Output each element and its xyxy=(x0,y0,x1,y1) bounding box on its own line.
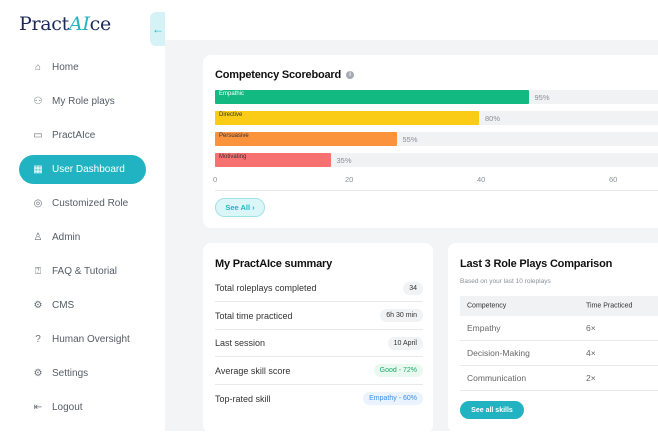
sidebar-item-label: CMS xyxy=(52,300,75,311)
bar-empathic: Empathic xyxy=(215,90,529,104)
time-practiced-cell: 2× xyxy=(586,373,596,383)
sidebar-item-label: Admin xyxy=(52,232,81,243)
sidebar-item-home[interactable]: ⌂ Home xyxy=(19,53,146,82)
main-content: Competency Scoreboard i Empathic 95% Direct… xyxy=(165,0,658,433)
bar-directive: Directive xyxy=(215,111,479,125)
summary-row: Last session 10 April xyxy=(215,330,423,357)
x-tick-label: 40 xyxy=(477,175,486,184)
summary-title: My PractAIce summary xyxy=(215,258,333,270)
sidebar-item-label: User Dashboard xyxy=(52,164,125,175)
column-header: Competency xyxy=(467,302,507,310)
sidebar-item-label: Settings xyxy=(52,368,89,379)
table-header: Competency Time Practiced xyxy=(460,296,658,316)
bar-track: Motivating 35% xyxy=(215,153,658,167)
summary-row: Total roleplays completed 34 xyxy=(215,275,423,302)
time-practiced-cell: 4× xyxy=(586,348,596,358)
grid-icon: ▦ xyxy=(33,164,43,175)
sidebar-item-label: PractAIce xyxy=(52,130,96,141)
summary-value-badge: 10 April xyxy=(387,336,423,350)
bar-label: Directive xyxy=(219,112,243,118)
summary-label: Last session xyxy=(215,338,266,348)
summary-value-badge: 34 xyxy=(403,281,423,295)
see-all-button[interactable]: See All › xyxy=(215,198,265,217)
sidebar-item-faq-tutorial[interactable]: ⍰ FAQ & Tutorial xyxy=(19,257,146,286)
summary-value-badge: Empathy - 60% xyxy=(363,392,423,405)
info-icon[interactable]: i xyxy=(346,71,355,80)
bar-persuasive: Persuasive xyxy=(215,132,397,146)
sidebar-item-practaice[interactable]: ▭ PractAIce xyxy=(19,121,146,150)
summary-row: Top-rated skill Empathy - 60% xyxy=(215,385,423,412)
sidebar-item-customized-role[interactable]: ◎ Customized Role xyxy=(19,189,146,218)
summary-label: Total time practiced xyxy=(215,310,293,321)
scoreboard-title: Competency Scoreboard xyxy=(215,69,342,81)
summary-label: Top-rated skill xyxy=(215,393,271,404)
arrow-left-icon: ← xyxy=(152,22,164,36)
sidebar-item-admin[interactable]: ♙ Admin xyxy=(19,223,146,252)
data-label: 35% xyxy=(336,156,352,165)
sidebar-item-logout[interactable]: ⇤ Logout xyxy=(19,393,146,422)
video-icon: ▭ xyxy=(33,130,43,141)
user-gear-icon: ◎ xyxy=(33,198,43,209)
table-row: Communication 2× xyxy=(460,366,658,391)
gear-icon: ⚙ xyxy=(33,368,43,379)
bar-label: Persuasive xyxy=(219,133,249,139)
table-row: Empathy 6× xyxy=(460,316,658,341)
summary-row: Average skill score Good - 72% xyxy=(215,358,423,385)
sidebar-item-label: My Role plays xyxy=(52,96,115,107)
x-tick-label: 20 xyxy=(345,175,354,184)
summary-label: Average skill score xyxy=(215,365,291,376)
time-practiced-cell: 6× xyxy=(586,323,596,333)
collapse-sidebar-button[interactable]: ← xyxy=(150,12,166,46)
bar-track: Directive 80% xyxy=(215,111,658,125)
cms-icon: ⚙ xyxy=(33,300,43,311)
sidebar-item-label: Customized Role xyxy=(52,198,129,209)
top-bar xyxy=(165,0,658,40)
home-icon: ⌂ xyxy=(34,62,42,73)
sidebar-item-label: Home xyxy=(52,62,79,73)
bar-label: Motivating xyxy=(219,154,247,160)
summary-label: Total roleplays completed xyxy=(215,283,317,293)
logout-icon: ⇤ xyxy=(33,402,43,413)
divider xyxy=(215,190,658,191)
data-label: 95% xyxy=(534,93,550,102)
summary-value-badge: 6h 30 min xyxy=(380,309,423,322)
summary-value-badge: Good - 72% xyxy=(373,364,423,377)
sidebar-item-cms[interactable]: ⚙ CMS xyxy=(19,291,146,320)
competency-cell: Empathy xyxy=(467,323,501,333)
data-label: 55% xyxy=(402,135,418,144)
sidebar-item-human-oversight[interactable]: ? Human Oversight xyxy=(19,325,146,354)
bar-label: Empathic xyxy=(219,91,245,97)
x-tick-label: 60 xyxy=(609,175,618,184)
bar-track: Persuasive 55% xyxy=(215,132,658,146)
sidebar-item-settings[interactable]: ⚙ Settings xyxy=(19,359,146,388)
comparison-subtitle: Based on your last 10 roleplays xyxy=(460,278,551,285)
admin-icon: ♙ xyxy=(33,232,43,243)
users-icon: ⚇ xyxy=(33,96,43,107)
summary-row: Total time practiced 6h 30 min xyxy=(215,303,423,330)
competency-scoreboard-card: Competency Scoreboard i Empathic 95% Direct… xyxy=(203,55,658,228)
sidebar-item-user-dashboard[interactable]: ▦ User Dashboard xyxy=(19,155,146,184)
column-header: Time Practiced xyxy=(586,302,633,310)
comparison-card: Last 3 Role Plays Comparison Based on yo… xyxy=(448,243,658,433)
data-label: 80% xyxy=(485,114,501,123)
sidebar-item-label: Human Oversight xyxy=(52,334,130,345)
faq-icon: ⍰ xyxy=(35,266,41,277)
table-row: Decision-Making 4× xyxy=(460,341,658,366)
bar-motivating: Motivating xyxy=(215,153,331,167)
competency-cell: Communication xyxy=(467,373,527,383)
bar-track: Empathic 95% xyxy=(215,90,658,104)
summary-card: My PractAIce summary Total roleplays com… xyxy=(203,243,433,433)
sidebar: PractAIce ← ⌂ Home ⚇ My Role plays ▭ PractAIc… xyxy=(0,0,166,431)
sidebar-item-label: Logout xyxy=(52,402,83,413)
question-icon: ? xyxy=(35,334,41,345)
competency-cell: Decision-Making xyxy=(467,348,530,358)
x-tick-label: 0 xyxy=(213,175,218,184)
see-all-skills-button[interactable]: See all skills xyxy=(460,401,524,419)
logo: PractAIce xyxy=(19,13,111,35)
sidebar-item-label: FAQ & Tutorial xyxy=(52,266,118,277)
sidebar-item-my-role-plays[interactable]: ⚇ My Role plays xyxy=(19,87,146,116)
comparison-title: Last 3 Role Plays Comparison xyxy=(460,258,613,270)
